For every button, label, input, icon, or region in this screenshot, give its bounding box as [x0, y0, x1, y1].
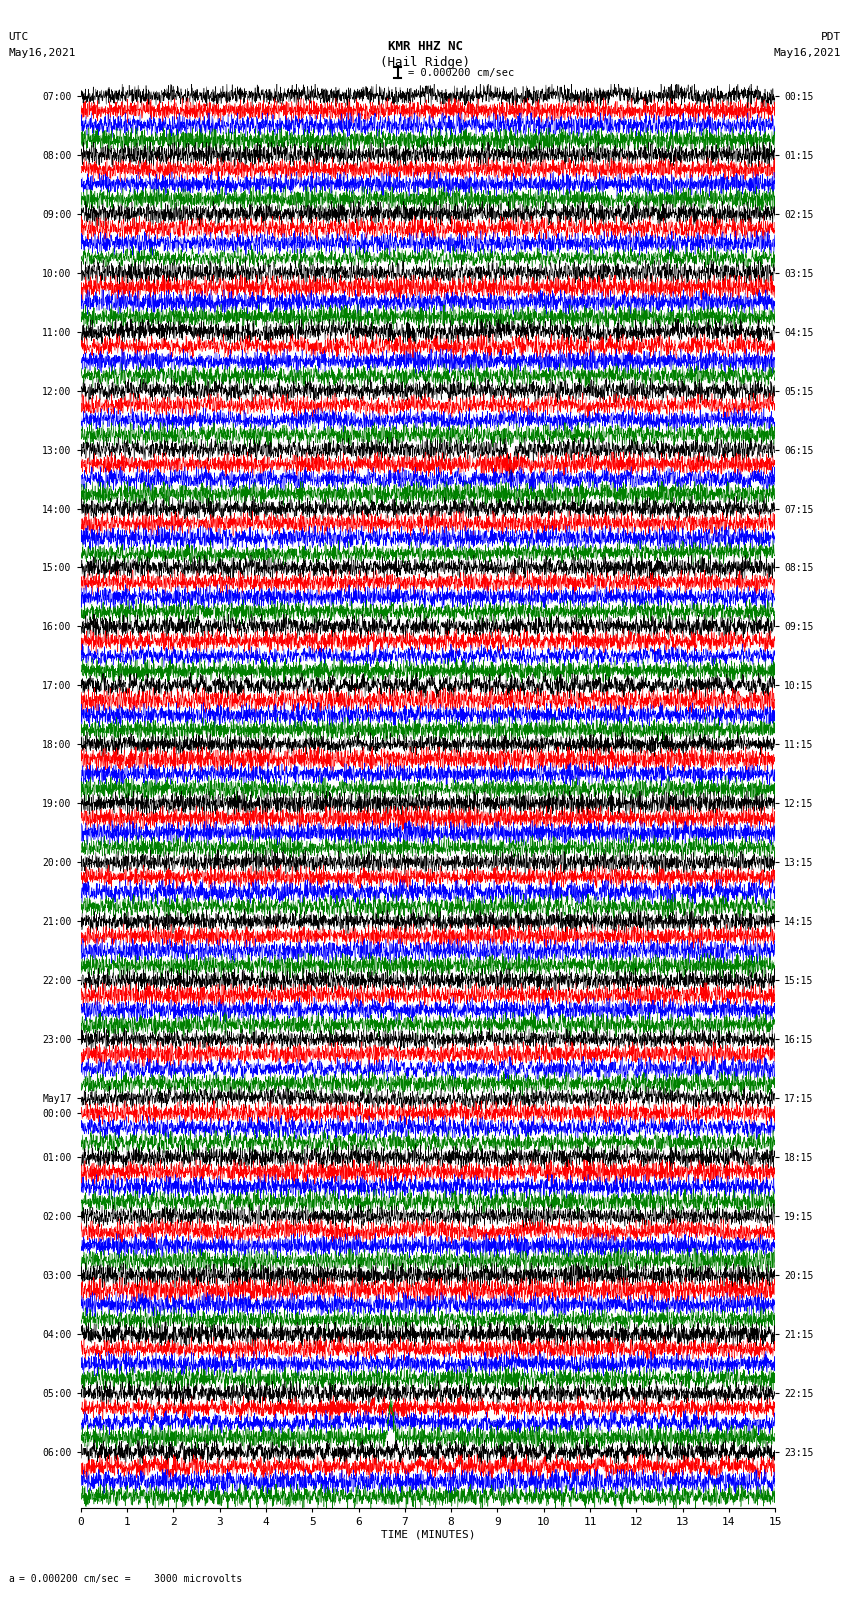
Text: May16,2021: May16,2021 — [8, 48, 76, 58]
Text: (Hail Ridge): (Hail Ridge) — [380, 56, 470, 69]
Text: a: a — [8, 1574, 14, 1584]
X-axis label: TIME (MINUTES): TIME (MINUTES) — [381, 1531, 475, 1540]
Text: May16,2021: May16,2021 — [774, 48, 842, 58]
Text: KMR HHZ NC: KMR HHZ NC — [388, 40, 462, 53]
Text: PDT: PDT — [821, 32, 842, 42]
Text: = 0.000200 cm/sec =    3000 microvolts: = 0.000200 cm/sec = 3000 microvolts — [19, 1574, 242, 1584]
Text: UTC: UTC — [8, 32, 29, 42]
Text: = 0.000200 cm/sec: = 0.000200 cm/sec — [408, 68, 514, 77]
